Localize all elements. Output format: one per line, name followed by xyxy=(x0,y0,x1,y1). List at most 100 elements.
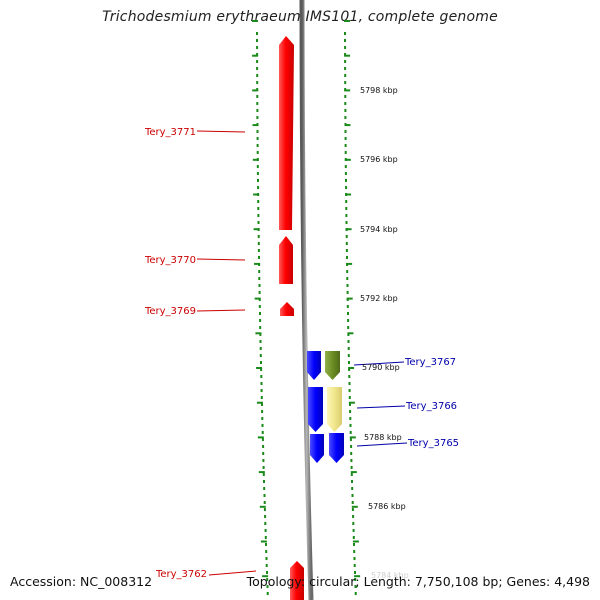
ring-dot xyxy=(345,235,348,238)
ring-dot xyxy=(256,151,259,154)
ring-tick xyxy=(254,297,261,300)
ring-dot xyxy=(260,389,263,392)
ring-dot xyxy=(262,445,265,448)
right-guide-ring xyxy=(344,20,361,595)
ring-dot xyxy=(354,571,356,574)
leader-tery-3762 xyxy=(208,570,257,576)
ring-dot xyxy=(347,333,350,336)
ring-dot xyxy=(344,116,347,119)
leader-tery-3771 xyxy=(196,130,246,133)
ring-dot xyxy=(349,410,352,413)
ring-dot xyxy=(346,284,349,287)
ring-tick xyxy=(349,436,356,439)
gene-label-tery-3762[interactable]: Tery_3762 xyxy=(155,569,207,580)
ring-dot xyxy=(346,256,348,259)
ring-dot xyxy=(256,165,259,168)
ring-dot xyxy=(257,186,260,189)
ring-dot xyxy=(350,459,353,462)
ring-dot xyxy=(257,207,260,210)
ring-dot xyxy=(256,172,259,175)
scale-label-5798: 5798 kbp xyxy=(360,86,398,95)
gene-label-tery-3769[interactable]: Tery_3769 xyxy=(144,306,196,317)
gene-label-tery-3766[interactable]: Tery_3766 xyxy=(405,401,457,412)
ring-dot xyxy=(261,431,264,434)
gene-arrow-tery-3771[interactable] xyxy=(279,36,294,230)
ring-dot xyxy=(258,305,261,308)
ring-dot xyxy=(259,340,262,343)
ring-dot xyxy=(256,60,259,63)
ring-tick xyxy=(345,193,352,196)
ring-tick xyxy=(344,124,351,127)
ring-dot xyxy=(256,53,259,56)
ring-dot xyxy=(264,529,267,532)
ring-dot xyxy=(344,67,347,70)
ring-dot xyxy=(262,473,265,476)
ring-dot xyxy=(345,242,348,245)
scale-label-5790: 5790 kbp xyxy=(362,363,400,372)
ring-tick xyxy=(344,20,350,22)
ring-dot xyxy=(257,249,260,252)
scale-label-5784: 5784 kbp xyxy=(371,571,409,580)
ring-dot xyxy=(264,522,267,525)
ring-dot xyxy=(262,459,265,462)
gene-label-tery-3767[interactable]: Tery_3767 xyxy=(404,357,456,368)
ring-dot xyxy=(344,130,347,133)
gene-arrow-tery-3766[interactable] xyxy=(308,387,323,432)
gene-arrow-tery-3765-a[interactable] xyxy=(310,434,324,463)
ring-dot xyxy=(345,249,348,252)
ring-dot xyxy=(349,438,352,441)
ring-dot xyxy=(258,277,261,280)
scale-label-5786: 5786 kbp xyxy=(368,502,406,511)
ring-tick xyxy=(252,20,258,22)
ring-dot xyxy=(352,522,355,525)
ring-dot xyxy=(259,347,262,350)
ring-dot xyxy=(256,32,258,35)
ring-tick xyxy=(346,297,353,300)
ring-dot xyxy=(257,179,259,182)
ring-dot xyxy=(349,417,352,420)
ring-dot xyxy=(256,39,258,42)
feature-khaki[interactable] xyxy=(327,387,342,432)
ring-dot xyxy=(256,130,259,133)
ring-dot xyxy=(344,144,347,147)
ring-dot xyxy=(352,536,355,539)
ring-tick xyxy=(252,124,259,127)
ring-dot xyxy=(260,396,263,399)
ring-dot xyxy=(351,494,354,497)
ring-dot xyxy=(263,508,266,511)
ring-dot xyxy=(261,438,264,441)
ring-dot xyxy=(346,291,349,294)
ring-dot xyxy=(256,81,259,84)
gene-label-tery-3770[interactable]: Tery_3770 xyxy=(144,255,196,266)
ring-tick xyxy=(256,367,263,369)
ring-tick xyxy=(344,54,351,57)
gene-arrow-tery-3765-b[interactable] xyxy=(329,433,344,463)
gene-arrow-tery-3767[interactable] xyxy=(307,351,321,380)
ring-dot xyxy=(350,452,353,455)
ring-dot xyxy=(258,270,261,273)
scale-label-5792: 5792 kbp xyxy=(360,294,398,303)
gene-arrow-tery-3769[interactable] xyxy=(280,302,294,316)
gene-label-tery-3765[interactable]: Tery_3765 xyxy=(407,438,459,449)
ring-dot xyxy=(352,515,355,518)
ring-dot xyxy=(265,564,268,567)
ring-tick xyxy=(259,505,266,508)
ring-tick xyxy=(258,471,265,474)
gene-label-tery-3771[interactable]: Tery_3771 xyxy=(144,127,196,138)
scale-labels: 5798 kbp 5796 kbp 5794 kbp 5792 kbp 5790… xyxy=(360,86,409,580)
ring-dot xyxy=(266,585,269,588)
ring-dot xyxy=(266,571,268,574)
ring-dot xyxy=(348,389,351,392)
ring-dot xyxy=(262,466,265,469)
gene-arrow-tery-3762[interactable] xyxy=(290,561,304,600)
leader-tery-3766 xyxy=(356,405,406,409)
genome-backbone xyxy=(299,0,314,600)
ring-dot xyxy=(351,501,354,504)
gene-arrow-tery-3770[interactable] xyxy=(279,236,293,284)
ring-dot xyxy=(260,361,262,364)
ring-dot xyxy=(353,550,356,553)
ring-dot xyxy=(345,179,347,182)
feature-olive[interactable] xyxy=(325,351,340,380)
ring-dot xyxy=(347,319,350,322)
ring-dot xyxy=(345,214,348,217)
